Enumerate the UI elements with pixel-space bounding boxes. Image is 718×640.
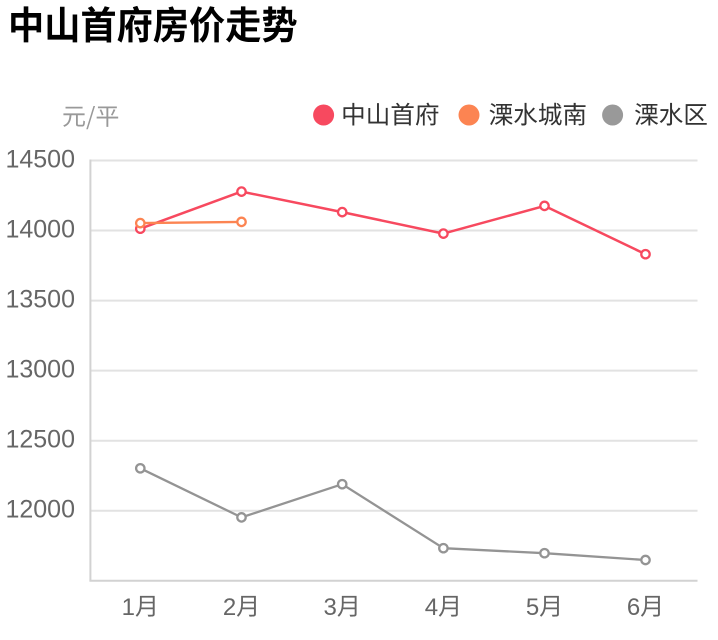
svg-text:14500: 14500 — [5, 145, 75, 173]
svg-text:4: 4 — [425, 594, 438, 621]
svg-text:13500: 13500 — [5, 285, 75, 313]
svg-text:5: 5 — [526, 594, 539, 621]
svg-text:6: 6 — [627, 594, 640, 621]
svg-text:2: 2 — [223, 594, 236, 621]
svg-text:3: 3 — [324, 594, 337, 621]
svg-text:14000: 14000 — [5, 215, 75, 243]
svg-text:12000: 12000 — [5, 496, 75, 524]
svg-text:13000: 13000 — [5, 355, 75, 383]
svg-text:1: 1 — [122, 594, 135, 621]
svg-text:12500: 12500 — [5, 426, 75, 454]
